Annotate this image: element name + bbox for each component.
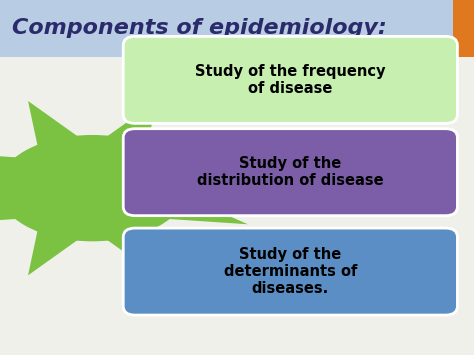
Text: Study of the
determinants of
diseases.: Study of the determinants of diseases. — [224, 247, 357, 296]
FancyBboxPatch shape — [123, 129, 457, 216]
Text: Components of epidemiology:: Components of epidemiology: — [12, 18, 387, 38]
Polygon shape — [100, 101, 157, 152]
Polygon shape — [28, 225, 84, 275]
FancyBboxPatch shape — [123, 228, 457, 315]
Polygon shape — [0, 152, 27, 184]
Polygon shape — [28, 101, 84, 152]
Text: Study of the frequency
of disease: Study of the frequency of disease — [195, 64, 385, 96]
Polygon shape — [157, 193, 248, 224]
Polygon shape — [0, 193, 27, 224]
Polygon shape — [100, 225, 157, 275]
FancyBboxPatch shape — [0, 0, 453, 57]
Ellipse shape — [0, 135, 187, 241]
Polygon shape — [157, 152, 248, 184]
FancyBboxPatch shape — [123, 36, 457, 124]
FancyBboxPatch shape — [453, 0, 474, 57]
Text: Study of the
distribution of disease: Study of the distribution of disease — [197, 156, 383, 189]
